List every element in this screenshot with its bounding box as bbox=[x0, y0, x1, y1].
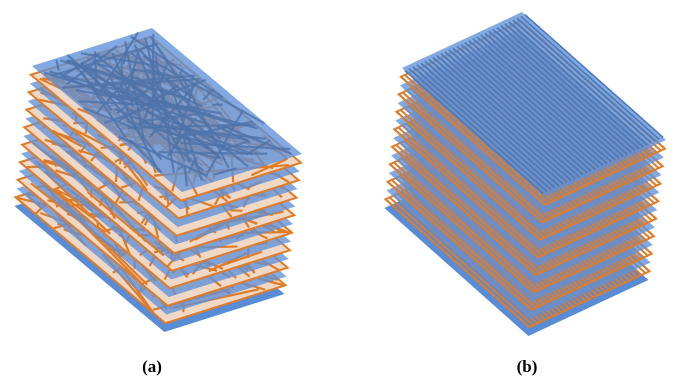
panel-label: (a) bbox=[142, 357, 162, 376]
fiber bbox=[97, 221, 98, 228]
fiber bbox=[163, 92, 177, 93]
random-fiber-stack bbox=[14, 28, 302, 332]
fiber bbox=[230, 210, 243, 211]
figure: (a) (b) bbox=[0, 0, 675, 383]
fiber bbox=[153, 34, 154, 125]
aligned-fiber-stack bbox=[384, 12, 666, 336]
panel-label: (b) bbox=[517, 357, 538, 376]
